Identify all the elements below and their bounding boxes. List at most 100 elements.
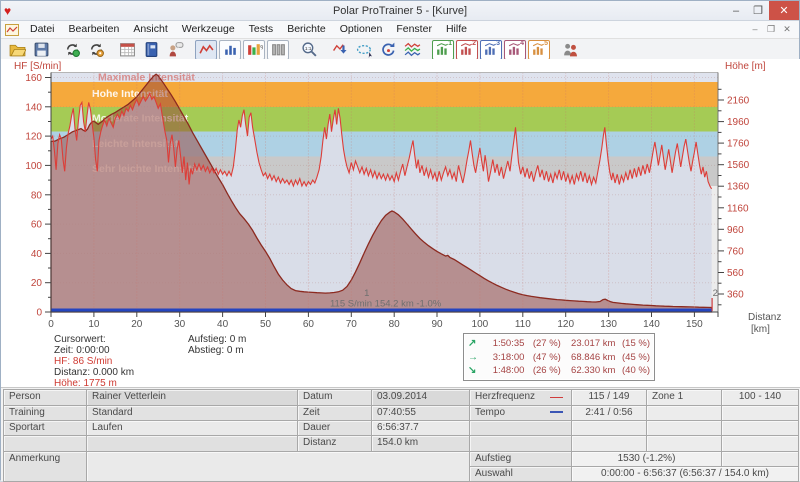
mdi-restore-button[interactable]: ❐ [766, 24, 776, 34]
close-button[interactable]: ✕ [769, 1, 799, 20]
lap-marker-1-text: 115 S/min 154.2 km -1.0% [330, 299, 442, 310]
menu-item-tests[interactable]: Tests [248, 23, 274, 35]
cursor-row-2: Distanz: 0.000 km [54, 367, 135, 378]
toolbar-button-chart-3[interactable]: 3 [480, 39, 502, 60]
toolbar-button-chart-5[interactable]: 5 [528, 39, 550, 60]
title-bar: ♥ Polar ProTrainer 5 - [Kurve] – ❐ ✕ [1, 1, 799, 21]
curve-arrow-icon [332, 44, 347, 54]
toolbar-button-save[interactable] [30, 40, 52, 60]
lap-marker-2: 2 [713, 288, 718, 299]
repeat-icon [381, 42, 394, 56]
toolbar-button-transfer-receive[interactable] [61, 40, 83, 60]
table-cell-dauer-label: Dauer [297, 420, 372, 436]
view-laps-icon [271, 44, 285, 56]
minimize-button[interactable]: – [732, 4, 740, 17]
table-cell-empty-cell [721, 405, 799, 421]
table-cell-anmerkung-label: Anmerkung [3, 451, 87, 482]
x-tick-label: 50 [260, 319, 272, 330]
toolbar-button-repeat[interactable] [377, 40, 399, 60]
toolbar-button-chart-1[interactable]: 1 [432, 39, 454, 60]
toolbar-button-transfer-settings[interactable] [85, 40, 107, 60]
table-cell-zeit-value: 07:40:55 [371, 405, 470, 421]
table-cell-empty-cell [571, 420, 647, 436]
right-tick-label: 360 [727, 290, 744, 301]
table-cell-tempo-label: Tempo [469, 405, 572, 421]
toolbar-button-chart-2[interactable]: 2 [456, 39, 478, 60]
x-tick-label: 150 [686, 319, 703, 330]
flat-arrow-icon: → [468, 351, 478, 363]
toolbar-button-view-curve[interactable] [195, 39, 217, 60]
x-tick-label: 30 [174, 319, 186, 330]
toolbar-button-person-info[interactable] [164, 40, 186, 60]
chart-num-icon [484, 43, 496, 55]
toolbar-separator [290, 39, 297, 60]
table-cell-datum-value: 03.09.2014 [371, 389, 470, 406]
toolbar-button-curve-import[interactable] [329, 40, 351, 60]
table-cell-empty-cell [721, 435, 799, 452]
menu-item-ansicht[interactable]: Ansicht [133, 23, 168, 35]
toolbar-separator [108, 39, 115, 60]
chart-num-icon [532, 43, 544, 55]
menu-item-berichte[interactable]: Berichte [287, 23, 326, 35]
table-cell-aufstieg-label: Aufstieg [469, 451, 572, 467]
toolbar-button-selection-loop[interactable] [353, 40, 375, 60]
x-tick-label: 40 [217, 319, 229, 330]
magnifier-icon: 1:1 [301, 42, 317, 57]
menu-item-datei[interactable]: Datei [30, 23, 55, 35]
view-bars-icon [224, 45, 236, 55]
menu-bar: Datei Bearbeiten Ansicht Werkzeuge Tests Beri… [1, 21, 799, 39]
toolbar-button-number: 1 [448, 39, 452, 47]
table-cell-anmerkung-value[interactable] [86, 451, 470, 482]
mdi-child-icon [5, 23, 19, 36]
left-tick-label: 20 [31, 278, 43, 289]
x-tick-label: 70 [346, 319, 358, 330]
chart-num-icon [508, 43, 520, 55]
mdi-close-button[interactable]: ✕ [783, 24, 791, 34]
table-cell-empty-cell [646, 420, 722, 436]
chart-num-icon [436, 43, 448, 55]
hr-line [50, 92, 713, 190]
lap-summary-row-flat: → 3:18:00 (47 %) 68.846 km (45 %) [468, 351, 650, 363]
menu-item-optionen[interactable]: Optionen [339, 23, 383, 35]
right-tick-label: 1560 [727, 160, 750, 171]
mdi-minimize-button[interactable]: – [752, 24, 758, 34]
toolbar-button-view-laps[interactable] [267, 39, 289, 60]
floppy-icon [34, 42, 48, 57]
restore-button[interactable]: ❐ [753, 5, 763, 17]
right-tick-label: 560 [727, 268, 744, 279]
left-tick-label: 0 [36, 308, 42, 319]
right-axis-title: Höhe [m] [725, 61, 766, 72]
toolbar-button-diary[interactable] [140, 40, 162, 60]
table-cell-empty-cell [571, 435, 647, 452]
zone-label-0: Maximale Intensität [98, 72, 195, 84]
table-cell-empty-cell [469, 420, 572, 436]
toolbar-button-number: 5 [544, 39, 548, 47]
table-cell-training-label: Training [3, 405, 87, 421]
table-cell-empty-cell [721, 451, 799, 467]
toolbar-button-multi-curves[interactable] [401, 40, 423, 60]
toolbar-button-view-percent[interactable]: % [243, 39, 265, 60]
summary-table: Person Rainer Vetterlein Training Standard S… [1, 387, 800, 482]
cursor-row-0: Zeit: 0:00:00 [54, 345, 110, 356]
select-loop-icon [356, 44, 372, 58]
menu-item-bearbeiten[interactable]: Bearbeiten [68, 23, 120, 35]
person-bubble-icon [169, 42, 183, 57]
toolbar-separator [53, 39, 60, 60]
table-cell-training-value: Standard [86, 405, 298, 421]
lap-summary-row-ascent: ↗ 1:50:35 (27 %) 23.017 km (15 %) [468, 338, 650, 349]
menu-item-fenster[interactable]: Fenster [396, 23, 432, 35]
toolbar-button-view-bars[interactable] [219, 39, 241, 60]
toolbar-button-open[interactable] [6, 40, 28, 60]
toolbar-button-chart-4[interactable]: 4 [504, 39, 526, 60]
left-tick-label: 140 [25, 102, 42, 113]
toolbar-button-calendar[interactable] [116, 40, 138, 60]
polar-heart-icon: ♥ [4, 3, 12, 18]
menu-item-werkzeuge[interactable]: Werkzeuge [181, 23, 235, 35]
window-title: Polar ProTrainer 5 - [Kurve] [332, 4, 468, 17]
menu-item-hilfe[interactable]: Hilfe [445, 23, 467, 35]
folder-open-icon [9, 44, 26, 57]
table-cell-person-value: Rainer Vetterlein [86, 389, 298, 406]
toolbar-button-zoom-1to1[interactable]: 1:1 [298, 40, 320, 60]
table-cell-person-label: Person [3, 389, 87, 406]
toolbar-button-users[interactable] [559, 40, 581, 60]
